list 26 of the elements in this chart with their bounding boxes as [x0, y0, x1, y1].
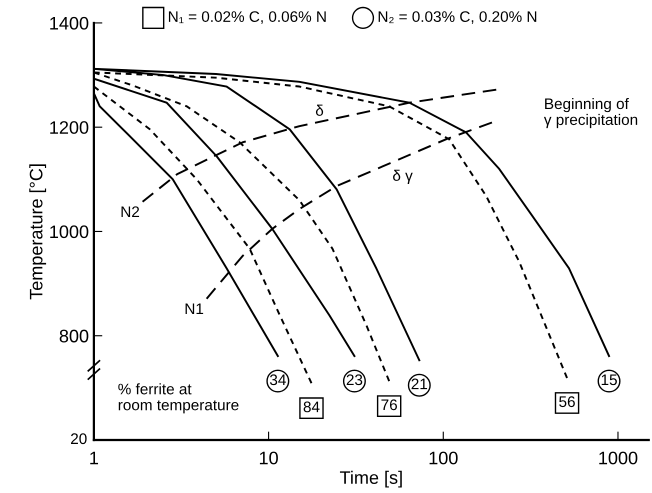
annotation: 21: [412, 378, 428, 390]
text: 20: [71, 433, 87, 444]
annotation: N₁ = 0.02% C, 0.06% N: [168, 11, 326, 24]
x-tick-label: 1: [90, 452, 98, 464]
annotation: % ferrite at room temperature: [118, 383, 238, 414]
annotation: 76: [381, 399, 397, 410]
y-tick-label: 1400: [50, 16, 88, 30]
series-label: N1: [186, 303, 204, 314]
series-label: N2: [122, 206, 140, 217]
y-axis-title: Temperature [°C]: [29, 164, 46, 300]
x-axis-title: Time [s]: [340, 470, 402, 488]
y-tick-label: 1200: [50, 121, 88, 134]
annotation: δ γ: [393, 170, 413, 184]
y-tick-label: 800: [60, 330, 88, 342]
annotation: 23: [346, 374, 362, 386]
annotation: 34: [270, 374, 286, 386]
y-tick-label: 1000: [50, 225, 88, 238]
annotation: 84: [304, 401, 320, 412]
x-tick-label: 100: [430, 452, 458, 464]
annotation: 56: [559, 396, 575, 408]
annotation: Beginning of γ precipitation: [544, 98, 638, 128]
x-tick-label: 1000: [599, 452, 638, 464]
annotation: δ: [316, 104, 324, 116]
annotation: N₂ = 0.03% C, 0.20% N: [378, 11, 536, 24]
annotation: 15: [602, 374, 617, 386]
x-tick-label: 10: [260, 452, 278, 464]
